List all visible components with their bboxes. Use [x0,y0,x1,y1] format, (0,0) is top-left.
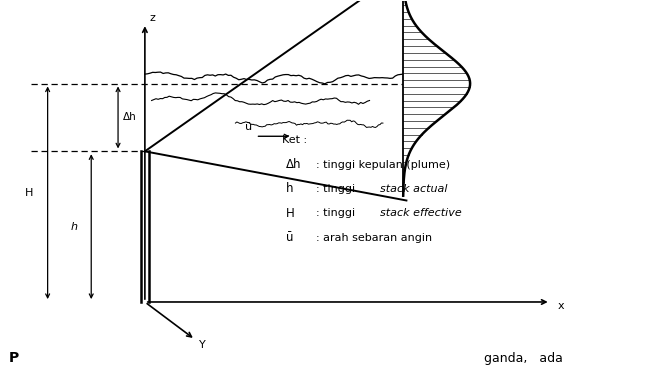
Text: h: h [71,222,78,232]
Text: H: H [25,188,33,198]
Text: Δh: Δh [286,158,301,171]
Text: ū: ū [245,122,253,132]
Text: : arah sebaran angin: : arah sebaran angin [316,233,432,243]
Text: ū: ū [286,231,293,245]
Text: P: P [9,352,19,366]
Text: stack actual: stack actual [380,184,447,194]
Text: x: x [557,301,564,311]
Text: H: H [286,207,294,220]
Text: : tinggi kepulan (plume): : tinggi kepulan (plume) [316,160,450,169]
Text: : tinggi: : tinggi [316,209,358,218]
Text: Δh: Δh [123,112,137,122]
Text: stack effective: stack effective [380,209,462,218]
Text: z: z [150,12,156,23]
Text: : tinggi: : tinggi [316,184,358,194]
Text: Ket :: Ket : [282,135,308,145]
Text: ganda,   ada: ganda, ada [484,352,562,365]
Text: Y: Y [198,340,205,350]
Text: h: h [286,183,293,195]
